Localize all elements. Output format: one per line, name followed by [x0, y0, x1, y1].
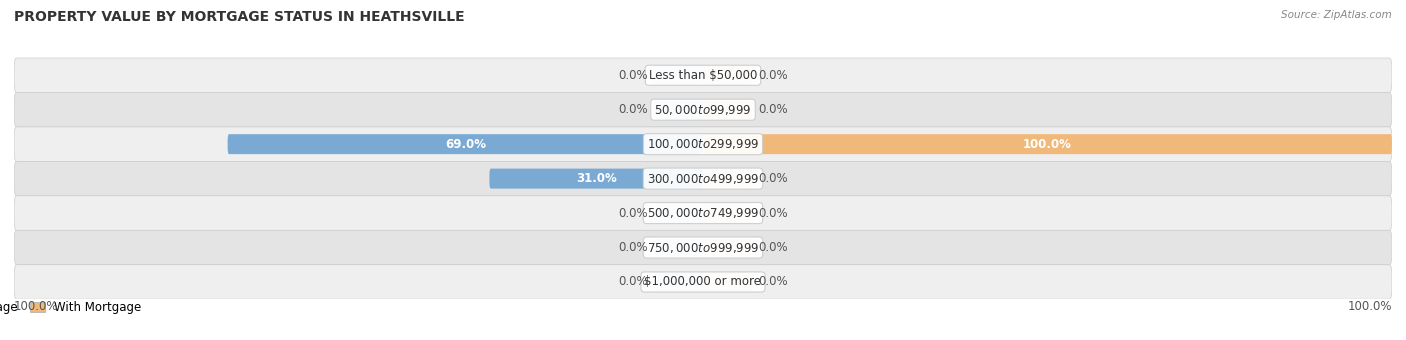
Text: 0.0%: 0.0%: [758, 207, 787, 220]
FancyBboxPatch shape: [14, 92, 1392, 127]
FancyBboxPatch shape: [703, 238, 751, 257]
FancyBboxPatch shape: [703, 272, 751, 292]
Text: 0.0%: 0.0%: [758, 241, 787, 254]
FancyBboxPatch shape: [14, 196, 1392, 230]
Text: 31.0%: 31.0%: [576, 172, 617, 185]
FancyBboxPatch shape: [14, 58, 1392, 92]
Text: 0.0%: 0.0%: [758, 172, 787, 185]
Text: $300,000 to $499,999: $300,000 to $499,999: [647, 172, 759, 186]
FancyBboxPatch shape: [655, 100, 703, 120]
Text: 0.0%: 0.0%: [619, 103, 648, 116]
FancyBboxPatch shape: [14, 162, 1392, 196]
Text: Less than $50,000: Less than $50,000: [648, 69, 758, 82]
FancyBboxPatch shape: [703, 203, 751, 223]
Text: $500,000 to $749,999: $500,000 to $749,999: [647, 206, 759, 220]
FancyBboxPatch shape: [655, 272, 703, 292]
Text: 0.0%: 0.0%: [758, 103, 787, 116]
Text: 0.0%: 0.0%: [758, 69, 787, 82]
Text: 0.0%: 0.0%: [619, 241, 648, 254]
Legend: Without Mortgage, With Mortgage: Without Mortgage, With Mortgage: [0, 297, 146, 319]
FancyBboxPatch shape: [14, 265, 1392, 299]
FancyBboxPatch shape: [228, 134, 703, 154]
Text: 0.0%: 0.0%: [758, 275, 787, 288]
FancyBboxPatch shape: [655, 203, 703, 223]
FancyBboxPatch shape: [703, 134, 1392, 154]
FancyBboxPatch shape: [655, 65, 703, 85]
FancyBboxPatch shape: [703, 100, 751, 120]
Text: 100.0%: 100.0%: [1024, 138, 1071, 151]
Text: $750,000 to $999,999: $750,000 to $999,999: [647, 240, 759, 255]
Text: $100,000 to $299,999: $100,000 to $299,999: [647, 137, 759, 151]
Text: 0.0%: 0.0%: [619, 207, 648, 220]
Text: 100.0%: 100.0%: [14, 300, 59, 313]
Text: 100.0%: 100.0%: [1347, 300, 1392, 313]
FancyBboxPatch shape: [655, 238, 703, 257]
FancyBboxPatch shape: [489, 169, 703, 189]
FancyBboxPatch shape: [14, 230, 1392, 265]
Text: $1,000,000 or more: $1,000,000 or more: [644, 275, 762, 288]
FancyBboxPatch shape: [14, 127, 1392, 162]
FancyBboxPatch shape: [703, 65, 751, 85]
Text: 69.0%: 69.0%: [444, 138, 486, 151]
Text: Source: ZipAtlas.com: Source: ZipAtlas.com: [1281, 10, 1392, 20]
Text: $50,000 to $99,999: $50,000 to $99,999: [654, 103, 752, 117]
FancyBboxPatch shape: [703, 169, 751, 189]
Text: 0.0%: 0.0%: [619, 275, 648, 288]
Text: 0.0%: 0.0%: [619, 69, 648, 82]
Text: PROPERTY VALUE BY MORTGAGE STATUS IN HEATHSVILLE: PROPERTY VALUE BY MORTGAGE STATUS IN HEA…: [14, 10, 465, 24]
